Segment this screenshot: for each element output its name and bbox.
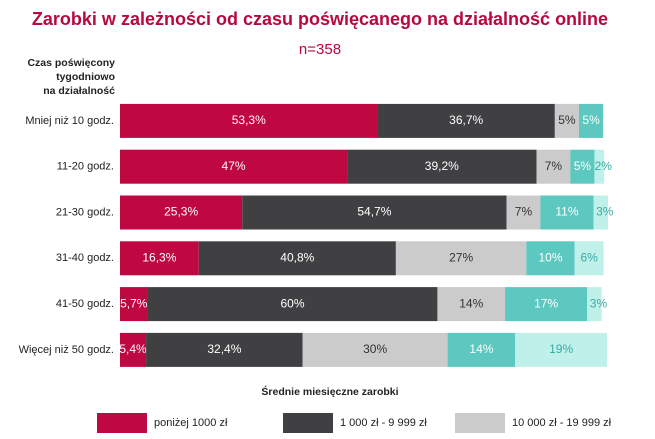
bar-segment [540,195,594,230]
bar-segment [554,103,580,138]
legend-title: Średnie miesięczne zarobki [261,385,398,398]
bar-segment [242,195,507,230]
bar-segment [120,241,199,276]
bar-segment [147,287,438,322]
data-label: 7% [545,159,563,173]
bar-segment [146,332,303,367]
bar-segment [437,287,506,322]
data-label: 16,3% [142,250,176,264]
bar-segment [377,103,555,138]
data-label: 17% [534,296,558,310]
data-label: 5% [582,113,600,127]
data-label: 6% [580,250,598,264]
legend-swatch [283,413,333,433]
data-label: 25,3% [164,205,198,219]
legend-label: 10 000 zł - 19 999 zł [512,417,612,429]
bar-segment [515,332,608,367]
bar-segment [587,287,602,322]
bar-segment [302,332,448,367]
data-label: 53,3% [232,113,266,127]
data-label: 14% [459,296,483,310]
bar-segment [347,149,537,184]
y-tick-label: Mniej niż 10 godz. [25,115,114,127]
data-label: 5,7% [120,296,148,310]
data-label: 2% [595,159,613,173]
y-axis-title: Czas poświęcony [27,57,115,69]
legend-label: poniżej 1000 zł [154,417,228,429]
bar-segment [574,241,604,276]
data-label: 27% [449,250,473,264]
y-axis-title: na działalność [43,85,115,97]
data-label: 60% [280,296,304,310]
bar-segment [593,195,608,230]
data-label: 11% [555,205,578,219]
y-tick-label: Więcej niż 50 godz. [19,344,114,356]
legend-swatch [455,413,505,433]
bar-segment [120,103,378,138]
bar-segment [120,332,147,367]
data-label: 7% [515,205,533,219]
y-axis-title: tygodniowo [56,71,115,83]
chart-title: Zarobki w zależności od czasu poświęcane… [32,9,608,29]
bar-segment [536,149,571,184]
bar-segment [579,103,604,138]
y-tick-label: 41-50 godz. [56,298,114,310]
chart-subtitle: n=358 [299,41,341,58]
data-label: 5,4% [119,342,147,356]
bar-segment [526,241,575,276]
bar-segment [120,195,243,230]
data-label: 5% [574,159,592,173]
data-label: 3% [590,296,608,310]
y-tick-label: 11-20 godz. [57,161,114,173]
data-label: 39,2% [425,159,459,173]
bar-segment [447,332,516,367]
bar-segment [120,287,148,322]
data-label: 54,7% [357,205,391,219]
bar-segment [120,149,348,184]
data-label: 14% [469,342,493,356]
data-label: 36,7% [449,113,483,127]
bar-segment [198,241,396,276]
bar-segment [395,241,527,276]
bar-segment [570,149,595,184]
data-label: 32,4% [207,342,241,356]
y-tick-label: 21-30 godz. [56,206,114,218]
bar-segment [505,287,588,322]
bar-segment [506,195,541,230]
data-label: 19% [549,342,573,356]
data-label: 10% [538,250,562,264]
data-label: 30% [363,342,387,356]
legend-label: 1 000 zł - 9 999 zł [340,417,427,429]
data-label: 40,8% [280,250,314,264]
y-tick-label: 31-40 godz. [56,252,114,264]
data-label: 47% [222,159,246,173]
data-label: 5% [558,113,576,127]
legend-swatch [97,413,147,433]
bar-segment [594,149,605,184]
data-label: 3% [596,205,614,219]
